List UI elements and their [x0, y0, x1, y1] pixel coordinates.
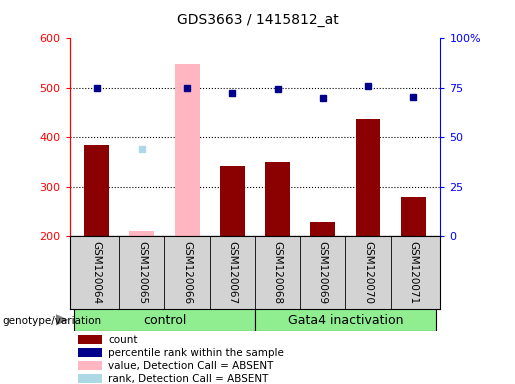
Text: GSM120065: GSM120065	[137, 241, 147, 304]
Bar	[255, 309, 436, 331]
Text: GSM120066: GSM120066	[182, 241, 192, 304]
Bar	[311, 222, 335, 236]
Bar	[84, 145, 109, 236]
Bar	[78, 348, 102, 357]
Text: control: control	[143, 314, 186, 326]
Text: count: count	[109, 334, 138, 344]
Bar	[78, 374, 102, 383]
Text: GSM120071: GSM120071	[408, 241, 418, 304]
Bar	[220, 166, 245, 236]
Text: GSM120068: GSM120068	[272, 241, 283, 304]
Text: GSM120069: GSM120069	[318, 241, 328, 304]
Text: rank, Detection Call = ABSENT: rank, Detection Call = ABSENT	[109, 374, 269, 384]
Text: GSM120064: GSM120064	[92, 241, 101, 304]
Text: genotype/variation: genotype/variation	[3, 316, 101, 326]
Bar	[401, 197, 425, 236]
Bar	[74, 309, 255, 331]
Text: GSM120070: GSM120070	[363, 241, 373, 304]
Text: GDS3663 / 1415812_at: GDS3663 / 1415812_at	[177, 13, 338, 27]
Bar	[355, 119, 381, 236]
Text: GSM120067: GSM120067	[227, 241, 237, 304]
Bar	[265, 162, 290, 236]
Bar	[78, 335, 102, 344]
Text: value, Detection Call = ABSENT: value, Detection Call = ABSENT	[109, 361, 274, 371]
Text: Gata4 inactivation: Gata4 inactivation	[287, 314, 403, 326]
Text: percentile rank within the sample: percentile rank within the sample	[109, 348, 284, 358]
Bar	[78, 361, 102, 370]
Polygon shape	[56, 314, 68, 326]
Bar	[175, 64, 199, 236]
Bar	[129, 231, 154, 236]
